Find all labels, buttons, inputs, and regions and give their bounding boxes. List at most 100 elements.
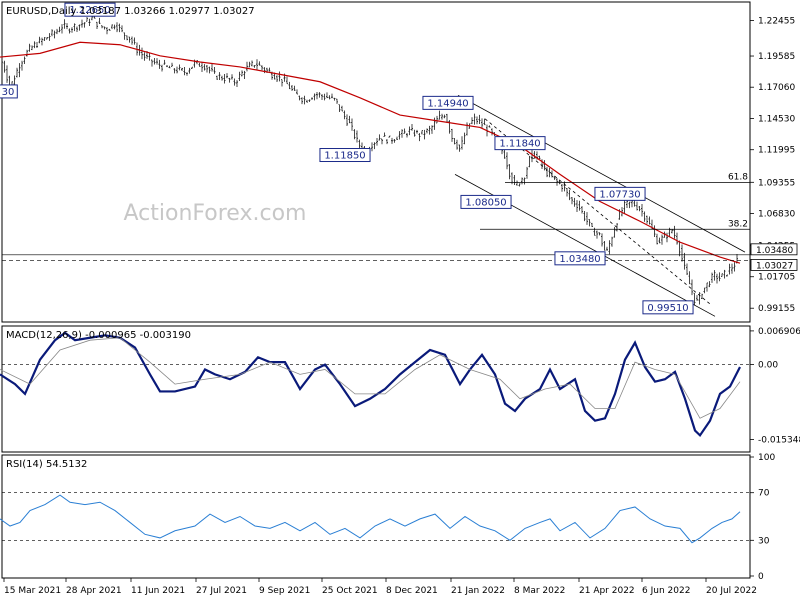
candle <box>633 200 636 207</box>
candle <box>661 234 663 245</box>
candle <box>53 30 56 39</box>
candle <box>121 25 123 33</box>
x-tick-label: 8 Dec 2021 <box>386 586 438 596</box>
candle <box>336 98 338 104</box>
candle <box>338 104 341 113</box>
candle <box>203 64 206 71</box>
price-annotation: 30 <box>0 84 18 99</box>
candle <box>471 117 473 125</box>
candle <box>1 54 3 63</box>
candle <box>413 129 416 137</box>
candle <box>181 67 183 72</box>
candle <box>581 206 583 214</box>
candle <box>568 189 571 201</box>
candle <box>378 134 381 141</box>
candle <box>343 110 346 120</box>
price-annotation-box <box>554 251 606 266</box>
candle <box>426 128 428 134</box>
candle <box>526 166 528 179</box>
channel-upper-line <box>457 94 746 253</box>
candle <box>188 67 191 74</box>
candle <box>248 61 251 68</box>
candle <box>68 28 71 34</box>
candle <box>388 135 391 138</box>
candle <box>243 70 246 80</box>
candle <box>6 65 8 83</box>
rsi-panel-frame <box>1 454 751 579</box>
price-annotation: 1.07730 <box>594 186 646 201</box>
candle <box>151 59 153 67</box>
candle <box>346 114 348 127</box>
candle <box>666 232 668 243</box>
candle <box>261 65 263 71</box>
candle <box>176 66 178 74</box>
candle <box>721 273 723 277</box>
candle <box>81 19 83 28</box>
candle <box>638 206 641 212</box>
candle <box>356 130 358 143</box>
candle <box>596 230 598 239</box>
candle <box>23 56 26 65</box>
candle <box>411 124 413 131</box>
candle <box>371 142 373 152</box>
candle <box>291 85 293 91</box>
candle <box>156 58 158 65</box>
candle <box>21 60 23 71</box>
macd-y-tick-label: -0.015348 <box>758 435 800 445</box>
price-annotation-text: 1.11850 <box>324 151 365 162</box>
candle <box>153 57 156 65</box>
candle <box>591 222 593 227</box>
candle <box>268 67 271 72</box>
candle <box>646 215 648 224</box>
candle <box>451 128 453 142</box>
candle <box>406 132 408 138</box>
candle <box>143 52 146 61</box>
candle <box>171 62 173 67</box>
candle <box>506 152 508 170</box>
price-annotation: 1.14940 <box>422 95 474 110</box>
candle <box>183 67 186 76</box>
candle <box>223 74 226 84</box>
candle <box>308 99 311 102</box>
candle <box>286 76 288 85</box>
candle <box>608 240 611 255</box>
candle <box>78 24 81 31</box>
x-tick-label: 27 Jul 2021 <box>196 586 247 596</box>
candle <box>148 53 151 61</box>
candle <box>123 32 126 40</box>
candle <box>476 116 478 125</box>
candle <box>198 62 201 67</box>
candle <box>213 67 216 74</box>
candle <box>116 22 118 33</box>
candle <box>328 95 331 100</box>
candle <box>466 122 468 136</box>
candle <box>488 125 491 128</box>
price-layer: 61.8 38.2 1.22650 1.14940 1.11850 1.11840 1.08… <box>0 2 750 317</box>
candle <box>728 263 731 275</box>
candle <box>373 142 376 150</box>
candle <box>453 138 456 145</box>
candle <box>376 137 378 146</box>
macd-y-tick-label: 0.00 <box>758 361 778 371</box>
rsi-y-tick-label: 30 <box>758 536 770 546</box>
candle <box>428 125 431 135</box>
candle <box>351 118 353 131</box>
moving-average-line <box>0 41 741 264</box>
candle <box>3 60 6 73</box>
x-tick-label: 21 Apr 2022 <box>579 586 635 596</box>
candle <box>306 99 308 103</box>
candle <box>101 25 103 29</box>
candle <box>76 26 78 33</box>
candle <box>408 126 411 136</box>
candle <box>98 17 101 24</box>
candle <box>228 77 231 83</box>
price-y-tick-label: 1.09355 <box>758 178 795 188</box>
candle <box>386 139 388 145</box>
candle <box>456 139 458 150</box>
rsi-label: RSI(14) 54.5132 <box>6 459 87 470</box>
price-y-tick-label: 1.22455 <box>758 17 795 27</box>
candle <box>96 21 98 29</box>
candle <box>396 136 398 140</box>
candle <box>578 200 581 211</box>
candle <box>416 129 418 134</box>
